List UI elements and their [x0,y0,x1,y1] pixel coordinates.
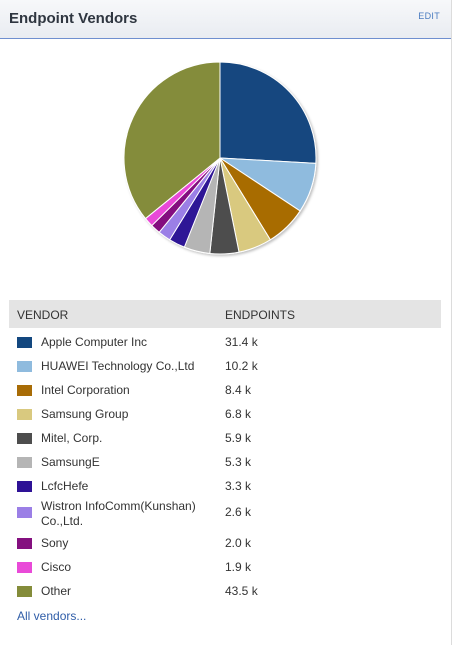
legend-swatch [17,538,32,549]
endpoint-count: 6.8 k [225,407,252,421]
column-header-endpoints: ENDPOINTS [225,308,296,322]
vendor-name: Sony [41,536,69,550]
legend-swatch [17,457,32,468]
endpoint-count: 3.3 k [225,479,252,493]
panel-title: Endpoint Vendors [9,10,138,27]
vendor-name: Cisco [41,560,72,574]
legend-swatch [17,385,32,396]
endpoint-count: 1.9 k [225,560,252,574]
vendor-name: Mitel, Corp. [41,431,103,445]
pie-slice[interactable] [123,62,221,220]
column-header-vendor: VENDOR [17,308,69,322]
legend-swatch [17,481,32,492]
page-edge [452,0,461,645]
vendor-name: Intel Corporation [41,383,130,397]
all-vendors-link[interactable]: All vendors... [17,609,87,623]
legend-swatch [17,507,32,518]
legend-swatch [17,337,32,348]
vendor-name: Other [41,584,72,598]
endpoint-count: 2.6 k [225,505,252,519]
legend-swatch [17,361,32,372]
vendor-name: LcfcHefe [41,479,89,493]
vendor-name: SamsungE [41,455,100,469]
vendor-name: HUAWEI Technology Co.,Ltd [41,359,195,373]
vendor-name: Wistron InfoComm(Kunshan) Co.,Ltd. [41,499,196,528]
endpoint-count: 2.0 k [225,536,252,550]
legend-swatch [17,562,32,573]
endpoint-count: 5.9 k [225,431,252,445]
edit-link[interactable]: EDIT [418,11,440,21]
panel-header: Endpoint Vendors EDIT [0,0,451,39]
endpoint-count: 5.3 k [225,455,252,469]
vendor-table-header: VENDOR ENDPOINTS [9,300,441,328]
endpoint-count: 43.5 k [225,584,258,598]
vendor-name: Samsung Group [41,407,129,421]
endpoint-count: 31.4 k [225,335,258,349]
pie-slice[interactable] [219,62,317,164]
legend-swatch [17,433,32,444]
vendor-name: Apple Computer Inc [41,335,148,349]
vendor-pie-chart [123,62,317,255]
endpoint-count: 10.2 k [225,359,258,373]
legend-swatch [17,409,32,420]
legend-swatch [17,586,32,597]
endpoint-count: 8.4 k [225,383,252,397]
